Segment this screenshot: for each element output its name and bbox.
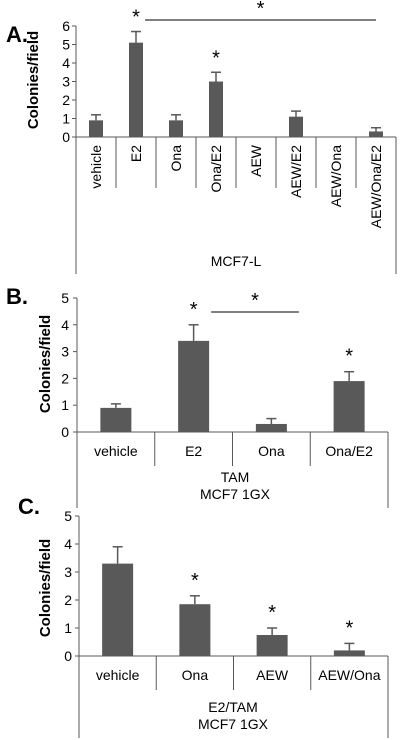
panel-a-bar (369, 131, 383, 137)
panel-c-y-tick-label: 0 (64, 648, 72, 664)
panel-a-bar (209, 81, 223, 137)
panel-c-bar (179, 604, 211, 656)
panel-c-y-tick-label: 2 (64, 592, 72, 608)
panel-a-bracket-star: * (257, 0, 265, 20)
panel-b-y-tick-label: 2 (61, 370, 69, 386)
panel-b-plot: 0 1 2 3 4 5 vehicle E2 Ona Ona/E2 * * * (61, 290, 389, 508)
panel-a-category-label: E2 (128, 145, 144, 162)
panel-c-category-label: vehicle (96, 667, 140, 683)
panel-c-significance-star: * (191, 570, 199, 592)
panel-a-bar (129, 42, 143, 137)
panel-a-category-label: vehicle (88, 145, 104, 189)
panel-b-bracket-star: * (251, 290, 259, 312)
panel-b-bar (178, 340, 210, 432)
panel-c-bar (333, 650, 365, 656)
panel-c-bar (102, 563, 134, 656)
panel-b-footer-line-1: TAM (221, 469, 250, 485)
panel-c-y-axis-label: Colonies/field (37, 539, 54, 637)
panel-a-significance-star: * (212, 47, 220, 69)
panel-b-bar (333, 381, 365, 432)
panel-a-footer-line-1: MCF7-L (211, 253, 262, 269)
panel-c-y-tick-label: 4 (64, 536, 72, 552)
panel-a-y-tick-label: 3 (62, 74, 70, 90)
panel-a-y-axis-label: Colonies/field (25, 31, 42, 129)
panel-c-category-label: Ona (182, 667, 209, 683)
panel-a-significance-star: * (132, 7, 140, 29)
panel-a-bar (169, 120, 183, 137)
panel-b-significance-star: * (345, 346, 353, 368)
panel-c-y-tick-label: 1 (64, 620, 72, 636)
panel-b-y-tick-label: 1 (61, 397, 69, 413)
panel-a-y-tick-label: 2 (62, 92, 70, 108)
panel-b-bar (255, 423, 287, 432)
panel-c-label: C. (18, 494, 40, 519)
panel-c: C. Colonies/field 0 1 2 3 4 5 vehicle Ona AEW AEW… (18, 494, 389, 738)
panel-c-footer-line-2: MCF7 1GX (198, 716, 269, 732)
panel-b-y-tick-label: 5 (61, 290, 69, 306)
panel-a-category-label: Ona (168, 145, 184, 172)
panel-c-bar (256, 635, 288, 656)
panel-c-y-tick-label: 3 (64, 564, 72, 580)
panel-a-category-label: AEW (248, 144, 264, 177)
panel-c-category-label: AEW (256, 667, 289, 683)
panel-b-y-tick-label: 3 (61, 344, 69, 360)
panel-a-plot: 0 1 2 3 4 5 6 vehicle E2 Ona Ona/E2 AEW AEW/E2 AEW/On… (62, 0, 397, 274)
panel-b-category-label: vehicle (94, 443, 138, 459)
panel-c-plot: 0 1 2 3 4 5 vehicle Ona AEW AEW/Ona * * * (64, 508, 389, 738)
panel-a-y-tick-label: 0 (62, 129, 70, 145)
panel-b-significance-star: * (190, 299, 198, 321)
panel-a-category-label: Ona/E2 (208, 145, 224, 193)
panel-a-bar (289, 116, 303, 137)
panel-b-category-label: Ona (258, 443, 285, 459)
panel-b-y-axis-label: Colonies/field (37, 315, 54, 413)
panel-a-y-tick-label: 4 (62, 55, 70, 71)
panel-b-footer-line-2: MCF7 1GX (200, 486, 271, 502)
panel-a-category-label: AEW/Ona/E2 (368, 145, 384, 228)
panel-c-footer-line-1: E2/TAM (208, 699, 258, 715)
panel-a-category-label: AEW/Ona (328, 145, 344, 207)
panel-a-label: A. (6, 22, 28, 47)
panel-a: A. Colonies/field 0 1 2 3 4 5 6 vehicle E2 Ona Ona… (6, 0, 397, 274)
panel-a-category-label: AEW/E2 (288, 145, 304, 198)
panel-c-category-label: AEW/Ona (318, 667, 380, 683)
panel-a-bar (89, 120, 103, 137)
panel-a-y-tick-label: 6 (62, 18, 70, 34)
panel-b-label: B. (6, 284, 28, 309)
panel-a-y-tick-label: 5 (62, 37, 70, 53)
panel-c-significance-star: * (345, 617, 353, 639)
panel-b-y-tick-label: 0 (61, 424, 69, 440)
panel-b: B. Colonies/field 0 1 2 3 4 5 vehicle E2 Ona Ona/… (6, 284, 389, 508)
panel-b-y-tick-label: 4 (61, 317, 69, 333)
panel-b-bar (100, 407, 132, 432)
panel-c-y-tick-label: 5 (64, 508, 72, 524)
panel-b-category-label: E2 (185, 443, 202, 459)
panel-b-category-label: Ona/E2 (325, 443, 373, 459)
panel-c-significance-star: * (268, 602, 276, 624)
panel-a-y-tick-label: 1 (62, 111, 70, 127)
